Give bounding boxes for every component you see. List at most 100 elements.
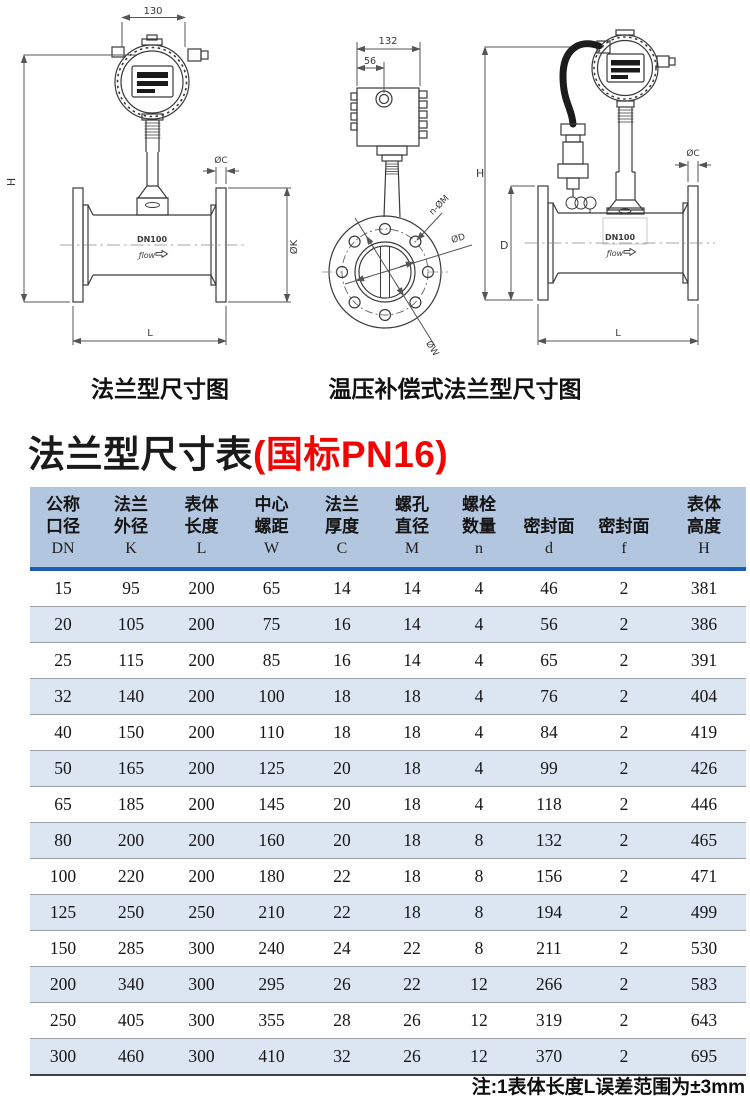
table-cell: 583 (662, 966, 746, 1003)
flow-marking: ƒlow (137, 251, 156, 260)
table-cell: 220 (96, 858, 166, 895)
table-cell: 2 (586, 714, 662, 751)
table-cell: 65 (30, 786, 96, 823)
column-header: 法兰 外径 K (96, 487, 166, 571)
flow-marking: ƒlow (605, 249, 624, 258)
table-cell: 643 (662, 1002, 746, 1039)
table-cell: 4 (446, 642, 512, 679)
column-header: 公称 口径 DN (30, 487, 96, 571)
dim-length: L (615, 328, 621, 339)
table-cell: 145 (237, 786, 306, 823)
table-cell: 211 (512, 930, 586, 967)
table-row: 300 460 300 410 32 26 12 370 2 695 (30, 1038, 746, 1075)
table-cell: 2 (586, 750, 662, 787)
table-cell: 25 (30, 642, 96, 679)
table-cell: 471 (662, 858, 746, 895)
table-cell: 8 (446, 894, 512, 931)
table-cell: 300 (166, 966, 237, 1003)
table-cell: 22 (306, 858, 378, 895)
table-cell: 16 (306, 606, 378, 643)
table-cell: 355 (237, 1002, 306, 1039)
transmitter-head (111, 34, 209, 120)
page-title-standard: (国标PN16) (253, 434, 449, 475)
dim-length: L (147, 328, 153, 339)
table-cell: 15 (54, 578, 72, 598)
column-header: 表体 高度 H (662, 487, 746, 571)
table-cell: 185 (96, 786, 166, 823)
flexible-conduit (559, 40, 603, 128)
table-cell: 200 (96, 822, 166, 859)
dim-flange-thickness: ØC (214, 155, 227, 166)
table-cell: 2 (619, 578, 629, 598)
table-cell: 22 (306, 894, 378, 931)
table-cell: 125 (30, 894, 96, 931)
table-row: 25 115 200 85 16 14 4 65 2 391 (30, 642, 746, 679)
table-cell: 46 (540, 578, 558, 598)
table-cell: 115 (96, 642, 166, 679)
table-cell: 65 (262, 578, 281, 598)
table-cell: 405 (96, 1002, 166, 1039)
dim-flange-thickness: ØC (686, 148, 699, 159)
dim-height: H (5, 178, 18, 186)
table-cell: 18 (378, 678, 446, 715)
table-cell: 410 (237, 1038, 306, 1075)
table-cell: 340 (96, 966, 166, 1003)
table-cell: 200 (166, 822, 237, 859)
dimension-lines (356, 42, 421, 93)
table-row: 50 165 200 125 20 18 4 99 2 426 (30, 750, 746, 787)
table-cell: 2 (586, 606, 662, 643)
flange-face-side-drawing: 132 56 n-ØM ØD ØW (322, 36, 473, 358)
table-cell: 8 (446, 858, 512, 895)
table-row: 65 185 200 145 20 18 4 118 2 446 (30, 786, 746, 823)
table-row: 250 405 300 355 28 26 12 319 2 643 (30, 1002, 746, 1039)
table-cell: 404 (662, 678, 746, 715)
transmitter-head-side (350, 87, 428, 218)
table-cell: 80 (30, 822, 96, 859)
table-cell: 2 (586, 678, 662, 715)
table-cell: 8 (446, 930, 512, 967)
page-title-main: 法兰型尺寸表 (28, 434, 253, 475)
table-cell: 180 (237, 858, 306, 895)
dim-top-width: 132 (378, 36, 397, 47)
table-cell: 4 (446, 606, 512, 643)
dim-bolt-circle: ØW (423, 339, 441, 358)
table-cell: 125 (237, 750, 306, 787)
table-cell: 695 (662, 1038, 746, 1075)
table-cell: 24 (306, 930, 378, 967)
table-cell: 465 (662, 822, 746, 859)
table-cell: 240 (237, 930, 306, 967)
table-cell: 22 (378, 966, 446, 1003)
table-row: 200 340 300 295 26 22 12 266 2 583 (30, 966, 746, 1003)
table-cell: 100 (237, 678, 306, 715)
table-cell: 295 (237, 966, 306, 1003)
table-cell: 18 (378, 786, 446, 823)
table-cell: 194 (512, 894, 586, 931)
table-cell: 150 (30, 930, 96, 967)
page-title: 法兰型尺寸表(国标PN16) (28, 424, 448, 478)
table-cell: 22 (378, 930, 446, 967)
table-cell: 285 (96, 930, 166, 967)
table-cell: 18 (306, 678, 378, 715)
column-header: 中心 螺距 W (237, 487, 306, 571)
pipe-marking: DN100 (605, 233, 635, 242)
table-cell: 200 (166, 714, 237, 751)
table-cell: 18 (378, 858, 446, 895)
table-cell: 14 (333, 578, 351, 598)
table-cell: 16 (306, 642, 378, 679)
flow-arrow-icon (623, 247, 637, 257)
table-cell: 118 (512, 786, 586, 823)
table-cell: 2 (586, 1038, 662, 1075)
table-cell: 386 (662, 606, 746, 643)
diagonal-callouts (344, 212, 473, 347)
table-row: 40 150 200 110 18 18 4 84 2 419 (30, 714, 746, 751)
table-row: 125 250 250 210 22 18 8 194 2 499 (30, 894, 746, 931)
table-cell: 156 (512, 858, 586, 895)
table-cell: 499 (662, 894, 746, 931)
table-cell: 4 (474, 578, 484, 598)
table-cell: 18 (306, 714, 378, 751)
table-cell: 300 (166, 1038, 237, 1075)
table-cell: 300 (166, 1002, 237, 1039)
column-header: 螺栓 数量 n (446, 487, 512, 571)
meter-neck (606, 100, 645, 215)
table-cell: 26 (378, 1002, 446, 1039)
